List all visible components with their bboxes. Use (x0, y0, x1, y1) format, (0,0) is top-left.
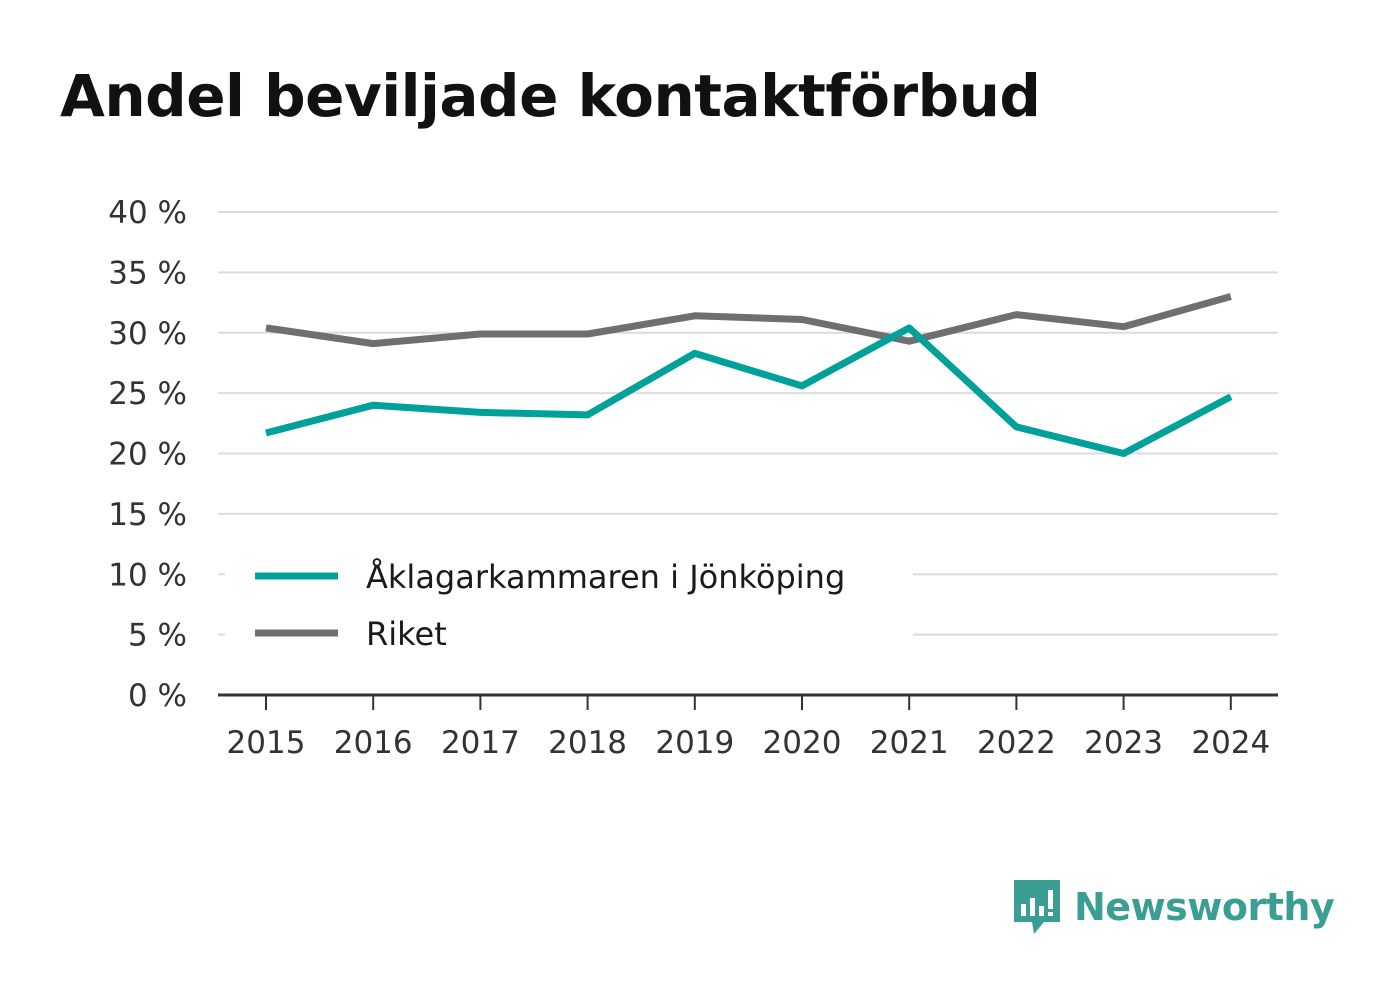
y-tick-label: 0 % (128, 678, 187, 714)
brand-logo: Newsworthy (1012, 878, 1335, 936)
x-tick-label: 2020 (763, 725, 842, 761)
x-tick-label: 2021 (870, 725, 949, 761)
y-tick-label: 10 % (108, 557, 187, 593)
y-tick-label: 15 % (108, 497, 187, 533)
y-tick-label: 35 % (108, 255, 187, 291)
legend-label-aklagarkammaren: Åklagarkammaren i Jönköping (366, 558, 845, 596)
x-tick-label: 2023 (1084, 725, 1163, 761)
y-tick-label: 40 % (108, 195, 187, 231)
x-axis (218, 693, 1278, 710)
y-axis-labels: 0 % 5 % 10 % 15 % 20 % 25 % 30 % 35 % 40 % (108, 195, 187, 714)
legend-background (225, 546, 913, 666)
y-tick-label: 25 % (108, 376, 187, 412)
x-tick-label: 2018 (548, 725, 627, 761)
legend: Åklagarkammaren i Jönköping Riket (225, 546, 913, 666)
y-tick-label: 30 % (108, 316, 187, 352)
x-tick-label: 2017 (441, 725, 520, 761)
y-tick-label: 20 % (108, 437, 187, 473)
x-tick-label: 2016 (334, 725, 413, 761)
chart-speech-bubble-icon (1014, 880, 1060, 934)
series-line-aklagarkammaren (265, 324, 1233, 457)
x-tick-label: 2019 (655, 725, 734, 761)
x-axis-labels: 2015 2016 2017 2018 2019 2020 2021 2022 2023 2024 (227, 725, 1271, 761)
legend-label-riket: Riket (366, 615, 447, 653)
x-tick-label: 2015 (227, 725, 306, 761)
series-line-riket (265, 293, 1232, 348)
chart-title: Andel beviljade kontaktförbud (60, 62, 1041, 130)
brand-name: Newsworthy (1074, 885, 1335, 929)
x-tick-label: 2024 (1191, 725, 1270, 761)
y-tick-label: 5 % (128, 618, 187, 654)
x-tick-label: 2022 (977, 725, 1056, 761)
series-lines (265, 293, 1233, 457)
